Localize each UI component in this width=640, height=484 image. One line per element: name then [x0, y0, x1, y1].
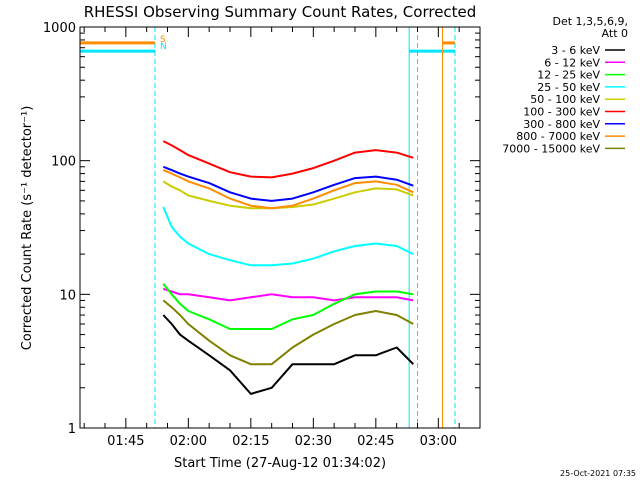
- flag-label-s: S: [160, 35, 166, 45]
- x-axis-label: Start Time (27-Aug-12 01:34:02): [174, 456, 386, 471]
- series-line-0: [162, 314, 415, 395]
- x-tick-label: 01:45: [107, 434, 144, 449]
- x-axis: 01:45 02:00 02:15 02:30 02:45 03:00: [83, 27, 481, 449]
- series-line-6: [162, 165, 414, 202]
- legend-label-1: 6 - 12 keV: [544, 56, 600, 69]
- x-tick-label: 02:15: [232, 434, 269, 449]
- legend-label-7: 800 - 7000 keV: [516, 130, 600, 143]
- series-line-8: [162, 299, 414, 366]
- timestamp: 25-Oct-2021 07:35: [560, 469, 636, 478]
- flag-label-n: N: [160, 42, 167, 52]
- legend-label-3: 25 - 50 keV: [537, 81, 600, 94]
- plot-frame: [79, 26, 481, 429]
- plot-area: SN: [79, 26, 481, 429]
- legend-title: Att 0: [602, 27, 628, 40]
- y-tick-label: 1000: [43, 21, 76, 36]
- x-tick-label: 02:45: [357, 434, 394, 449]
- y-tick-label: 100: [51, 155, 76, 170]
- series-line-1: [162, 287, 414, 302]
- legend-label-0: 3 - 6 keV: [551, 44, 600, 57]
- x-tick-label: 03:00: [420, 434, 457, 449]
- series-line-5: [162, 140, 414, 179]
- legend-label-2: 12 - 25 keV: [537, 69, 600, 82]
- legend-label-5: 100 - 300 keV: [523, 106, 600, 119]
- legend-title: Det 1,3,5,6,9,: [552, 15, 628, 28]
- series-line-7: [162, 169, 414, 210]
- y-axis-label: Corrected Count Rate (s⁻¹ detector⁻¹): [20, 106, 35, 351]
- series-line-3: [162, 206, 414, 267]
- y-axis: 1 10 100 1000: [43, 21, 480, 437]
- legend-label-6: 300 - 800 keV: [523, 118, 600, 131]
- legend-label-4: 50 - 100 keV: [530, 93, 600, 106]
- series-line-2: [162, 283, 414, 330]
- chart-title: RHESSI Observing Summary Count Rates, Co…: [84, 3, 477, 21]
- x-tick-label: 02:00: [170, 434, 207, 449]
- y-tick-label: 10: [59, 288, 76, 303]
- y-tick-label: 1: [68, 422, 76, 437]
- x-tick-label: 02:30: [295, 434, 332, 449]
- legend-label-8: 7000 - 15000 keV: [502, 142, 600, 155]
